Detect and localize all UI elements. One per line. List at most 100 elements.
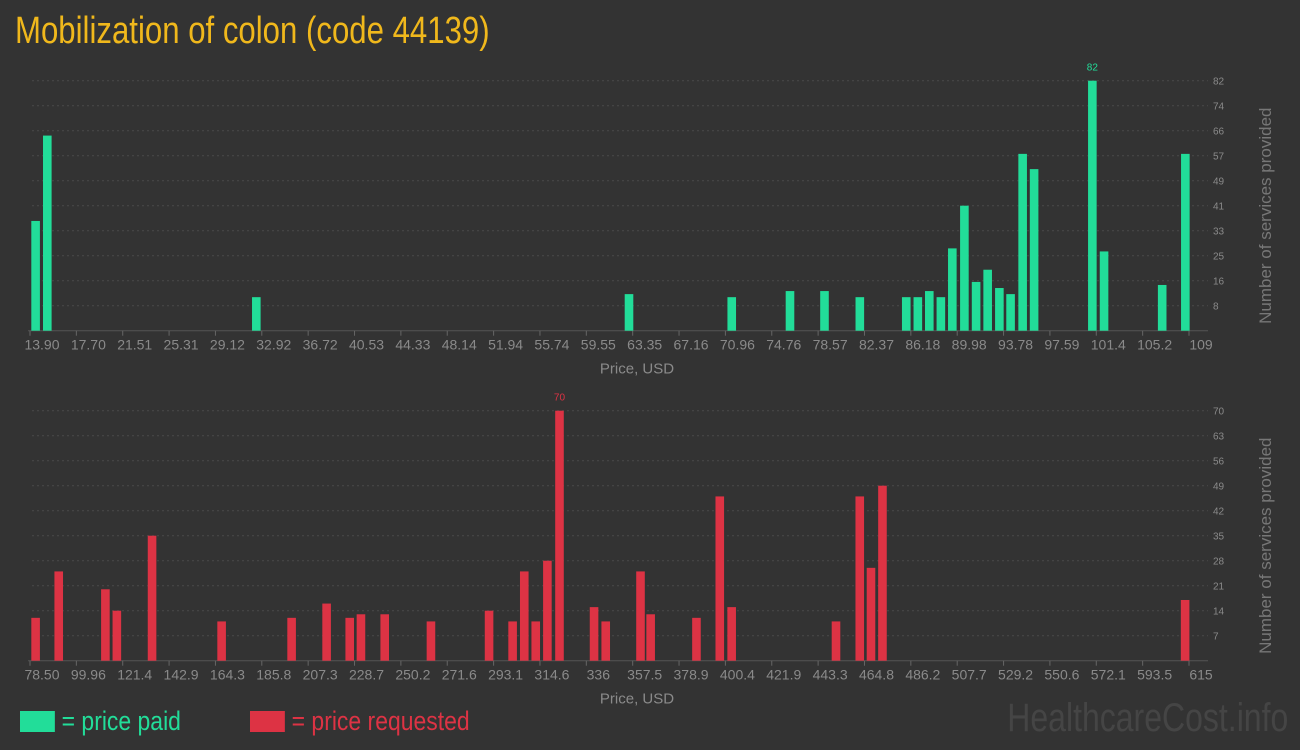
y-tick-label: 74: [1213, 102, 1225, 113]
x-tick-label: 59.55: [581, 337, 616, 353]
x-axis-label: Price, USD: [600, 361, 674, 378]
price-requested-swatch: [250, 711, 285, 732]
x-tick-label: 378.9: [674, 667, 709, 683]
bar: [601, 621, 611, 661]
x-tick-label: 74.76: [766, 337, 801, 353]
bar: [345, 617, 355, 661]
x-tick-label: 357.5: [627, 667, 662, 683]
y-tick-label: 7: [1213, 632, 1219, 643]
y-tick-label: 8: [1213, 302, 1219, 313]
x-tick-label: 164.3: [210, 667, 245, 683]
legend-price-requested: = price requested: [250, 706, 470, 737]
bar: [101, 589, 110, 661]
x-tick-label: 336: [587, 667, 611, 683]
x-tick-label: 572.1: [1091, 667, 1126, 683]
bar: [960, 205, 969, 331]
x-tick-label: 615: [1189, 667, 1213, 683]
y-tick-label: 33: [1213, 227, 1225, 238]
bar: [924, 291, 934, 331]
y-tick-label: 41: [1213, 202, 1225, 213]
bar: [727, 607, 736, 661]
bar: [855, 297, 865, 331]
x-tick-label: 70.96: [720, 337, 755, 353]
x-tick-label: 21.51: [117, 337, 152, 353]
bar: [252, 297, 261, 331]
bar: [624, 294, 634, 331]
x-tick-label: 142.9: [164, 667, 199, 683]
x-tick-label: 82.37: [859, 337, 894, 353]
bar: [508, 621, 517, 661]
bar: [54, 571, 64, 661]
x-tick-label: 67.16: [674, 337, 709, 353]
bar: [948, 248, 957, 331]
x-tick-label: 464.8: [859, 667, 894, 683]
x-tick-label: 78.57: [813, 337, 848, 353]
x-tick-label: 17.70: [71, 337, 106, 353]
x-tick-label: 121.4: [117, 667, 152, 683]
bar: [519, 571, 529, 661]
price-paid-chart: 8 16 25 33 41 49 57 66 74 82 13.90 17.70 21.51 25.31 2…: [24, 63, 1275, 378]
bar: [866, 567, 876, 661]
x-tick-label: 93.78: [998, 337, 1033, 353]
x-tick-label: 36.72: [303, 337, 338, 353]
bar: [831, 621, 841, 661]
bar: [983, 269, 992, 331]
peak-value-label: 70: [554, 393, 566, 404]
bar: [555, 410, 564, 661]
bar: [995, 288, 1004, 331]
y-tick-label: 21: [1213, 582, 1225, 593]
price-requested-label: = price requested: [291, 706, 470, 736]
bar: [820, 291, 829, 331]
bar: [1180, 599, 1190, 661]
bar: [785, 291, 795, 331]
x-tick-label: 314.6: [534, 667, 569, 683]
bar: [43, 135, 52, 331]
x-tick-label: 40.53: [349, 337, 384, 353]
bar: [147, 535, 157, 661]
y-tick-label: 16: [1213, 277, 1225, 288]
x-tick-label: 99.96: [71, 667, 106, 683]
x-tick-label: 13.90: [24, 337, 59, 353]
bar: [936, 297, 946, 331]
y-tick-label: 57: [1213, 152, 1225, 163]
bar: [287, 617, 296, 661]
y-tick-label: 14: [1213, 607, 1225, 618]
x-tick-label: 63.35: [627, 337, 662, 353]
bar: [217, 621, 226, 661]
bar: [692, 617, 701, 661]
y-tick-label: 42: [1213, 507, 1225, 518]
bar: [322, 603, 331, 661]
x-tick-label: 400.4: [720, 667, 755, 683]
bar: [646, 614, 655, 661]
x-axis-label: Price, USD: [600, 691, 674, 708]
x-tick-label: 293.1: [488, 667, 523, 683]
y-axis-label: Number of services provided: [1256, 108, 1275, 324]
bar: [531, 621, 541, 661]
bar: [31, 220, 40, 331]
bar: [484, 610, 494, 661]
x-tick-label: 271.6: [442, 667, 477, 683]
x-tick-label: 78.50: [24, 667, 59, 683]
peak-value-label: 82: [1087, 63, 1099, 74]
x-tick-label: 207.3: [303, 667, 338, 683]
x-tick-label: 109: [1189, 337, 1213, 353]
x-tick-label: 101.4: [1091, 337, 1126, 353]
x-tick-label: 29.12: [210, 337, 245, 353]
bar: [426, 621, 436, 661]
price-paid-swatch: [20, 711, 55, 732]
y-tick-label: 28: [1213, 557, 1225, 568]
bar: [543, 560, 552, 661]
x-tick-label: 185.8: [256, 667, 291, 683]
y-tick-label: 49: [1213, 177, 1225, 188]
y-tick-label: 63: [1213, 432, 1225, 443]
y-tick-label: 82: [1213, 77, 1225, 88]
x-tick-label: 51.94: [488, 337, 523, 353]
x-tick-label: 44.33: [395, 337, 430, 353]
bar: [1006, 294, 1015, 331]
bar: [901, 297, 911, 331]
y-axis-label: Number of services provided: [1256, 438, 1275, 654]
x-tick-label: 89.98: [952, 337, 987, 353]
page-title: Mobilization of colon (code 44139): [15, 10, 490, 52]
bar: [913, 297, 923, 331]
